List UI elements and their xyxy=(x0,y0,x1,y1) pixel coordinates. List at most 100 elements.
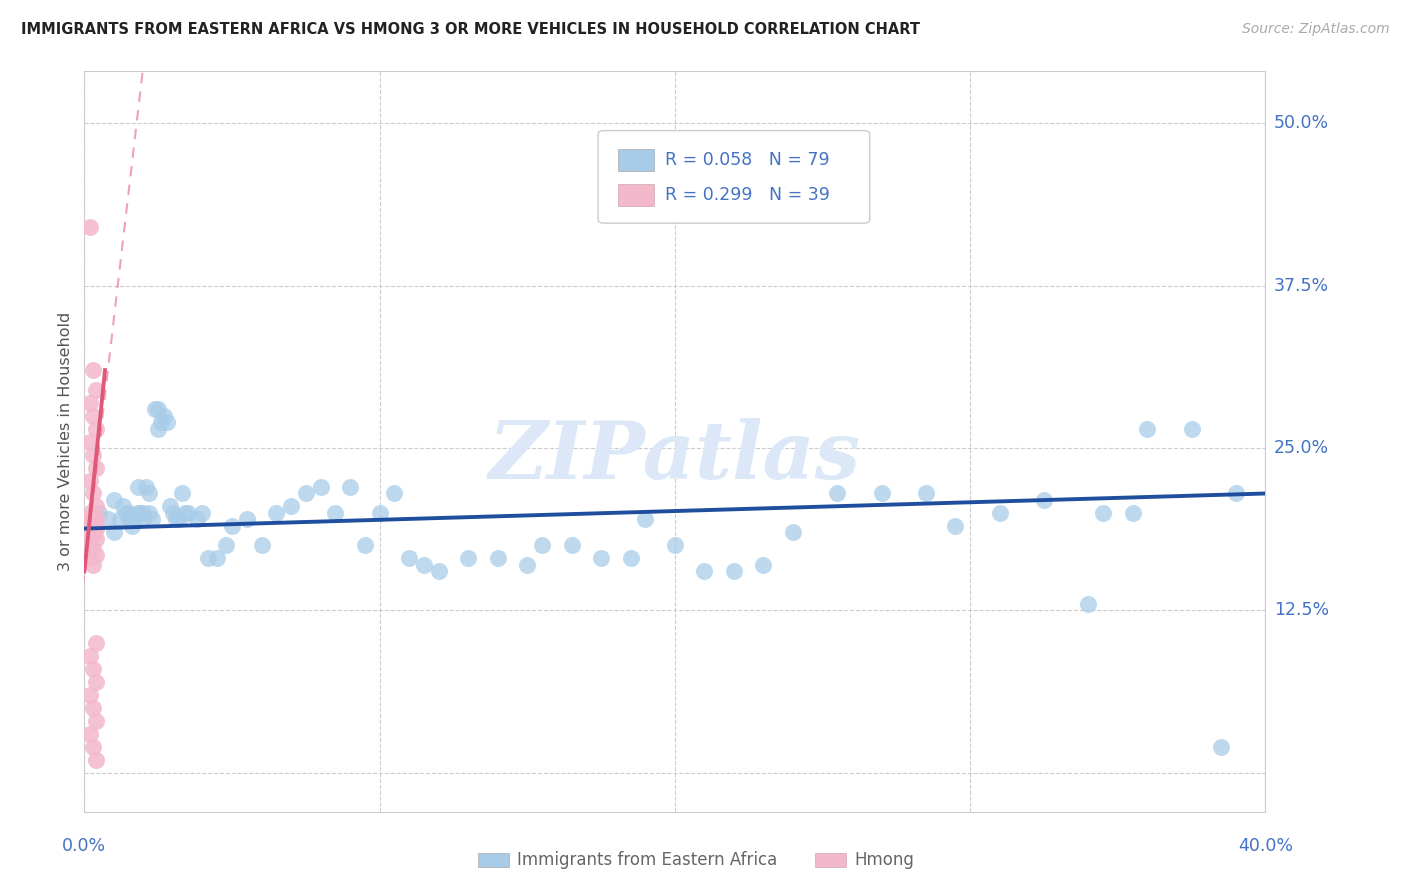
Point xyxy=(79,551,101,566)
Point xyxy=(295,486,318,500)
Point xyxy=(156,415,179,429)
Point xyxy=(165,512,187,526)
Point xyxy=(84,511,107,525)
Point xyxy=(111,500,134,514)
Point xyxy=(82,486,104,500)
Text: R = 0.058   N = 79: R = 0.058 N = 79 xyxy=(665,152,830,169)
Point xyxy=(82,701,104,715)
Point xyxy=(398,551,420,566)
Point xyxy=(82,662,104,676)
Point xyxy=(87,506,111,520)
Point xyxy=(215,538,238,552)
Point xyxy=(457,551,479,566)
Point xyxy=(82,542,104,557)
Point xyxy=(129,506,152,520)
Point xyxy=(723,565,745,579)
FancyBboxPatch shape xyxy=(619,184,654,206)
Point xyxy=(221,519,243,533)
Point xyxy=(114,506,136,520)
Point xyxy=(79,395,101,409)
Point xyxy=(148,402,170,417)
Point xyxy=(138,486,160,500)
Point xyxy=(82,739,104,754)
Text: 12.5%: 12.5% xyxy=(1274,601,1329,619)
Point xyxy=(266,506,288,520)
Point xyxy=(945,519,967,533)
Point xyxy=(148,421,170,435)
Point xyxy=(162,506,184,520)
Point xyxy=(280,500,302,514)
Point xyxy=(84,636,107,650)
Point xyxy=(153,409,176,423)
Text: 25.0%: 25.0% xyxy=(1274,439,1329,457)
Text: Immigrants from Eastern Africa: Immigrants from Eastern Africa xyxy=(517,851,778,869)
Point xyxy=(132,506,155,520)
Point xyxy=(97,512,120,526)
Point xyxy=(118,506,141,520)
Point xyxy=(167,512,190,526)
Point xyxy=(79,648,101,663)
Point xyxy=(1225,486,1247,500)
Text: R = 0.299   N = 39: R = 0.299 N = 39 xyxy=(665,186,831,204)
Point xyxy=(79,512,101,526)
Point xyxy=(1211,739,1233,754)
Point xyxy=(309,480,332,494)
Point xyxy=(1092,506,1115,520)
Point xyxy=(752,558,775,572)
Point xyxy=(664,538,686,552)
Point xyxy=(84,519,107,533)
Point xyxy=(620,551,643,566)
Point xyxy=(84,532,107,546)
Text: 0.0%: 0.0% xyxy=(62,837,107,855)
Point xyxy=(186,512,208,526)
Point xyxy=(516,558,538,572)
Point xyxy=(84,674,107,689)
Point xyxy=(79,525,101,540)
Point xyxy=(82,508,104,523)
Point xyxy=(250,538,273,552)
Point xyxy=(159,500,181,514)
Point xyxy=(561,538,583,552)
Point xyxy=(84,548,107,562)
FancyBboxPatch shape xyxy=(598,130,870,223)
Point xyxy=(124,512,146,526)
Point xyxy=(368,506,391,520)
Text: 37.5%: 37.5% xyxy=(1274,277,1329,294)
Point xyxy=(132,512,155,526)
Point xyxy=(325,506,347,520)
Point xyxy=(915,486,938,500)
Point xyxy=(127,506,149,520)
Point xyxy=(82,519,104,533)
Point xyxy=(1122,506,1144,520)
Point xyxy=(870,486,893,500)
Text: 40.0%: 40.0% xyxy=(1237,837,1294,855)
Point xyxy=(84,383,107,397)
Point xyxy=(79,516,101,531)
Text: ZIPatlas: ZIPatlas xyxy=(489,417,860,495)
Point xyxy=(82,409,104,423)
Text: Hmong: Hmong xyxy=(855,851,915,869)
Point xyxy=(79,434,101,449)
Point xyxy=(143,402,166,417)
Point xyxy=(121,519,143,533)
Point xyxy=(634,512,657,526)
Point xyxy=(1136,421,1159,435)
Point xyxy=(1033,493,1056,508)
Point xyxy=(82,448,104,462)
Point xyxy=(82,558,104,572)
Point xyxy=(236,512,259,526)
Point xyxy=(486,551,509,566)
Point xyxy=(1077,597,1099,611)
Text: 50.0%: 50.0% xyxy=(1274,114,1329,132)
Point xyxy=(103,525,125,540)
Point xyxy=(79,506,101,520)
Point xyxy=(79,220,101,235)
Point xyxy=(150,415,173,429)
Point xyxy=(354,538,377,552)
Point xyxy=(127,480,149,494)
Point xyxy=(135,480,157,494)
Point xyxy=(173,506,195,520)
Point xyxy=(108,512,131,526)
Point xyxy=(84,460,107,475)
Point xyxy=(79,727,101,741)
